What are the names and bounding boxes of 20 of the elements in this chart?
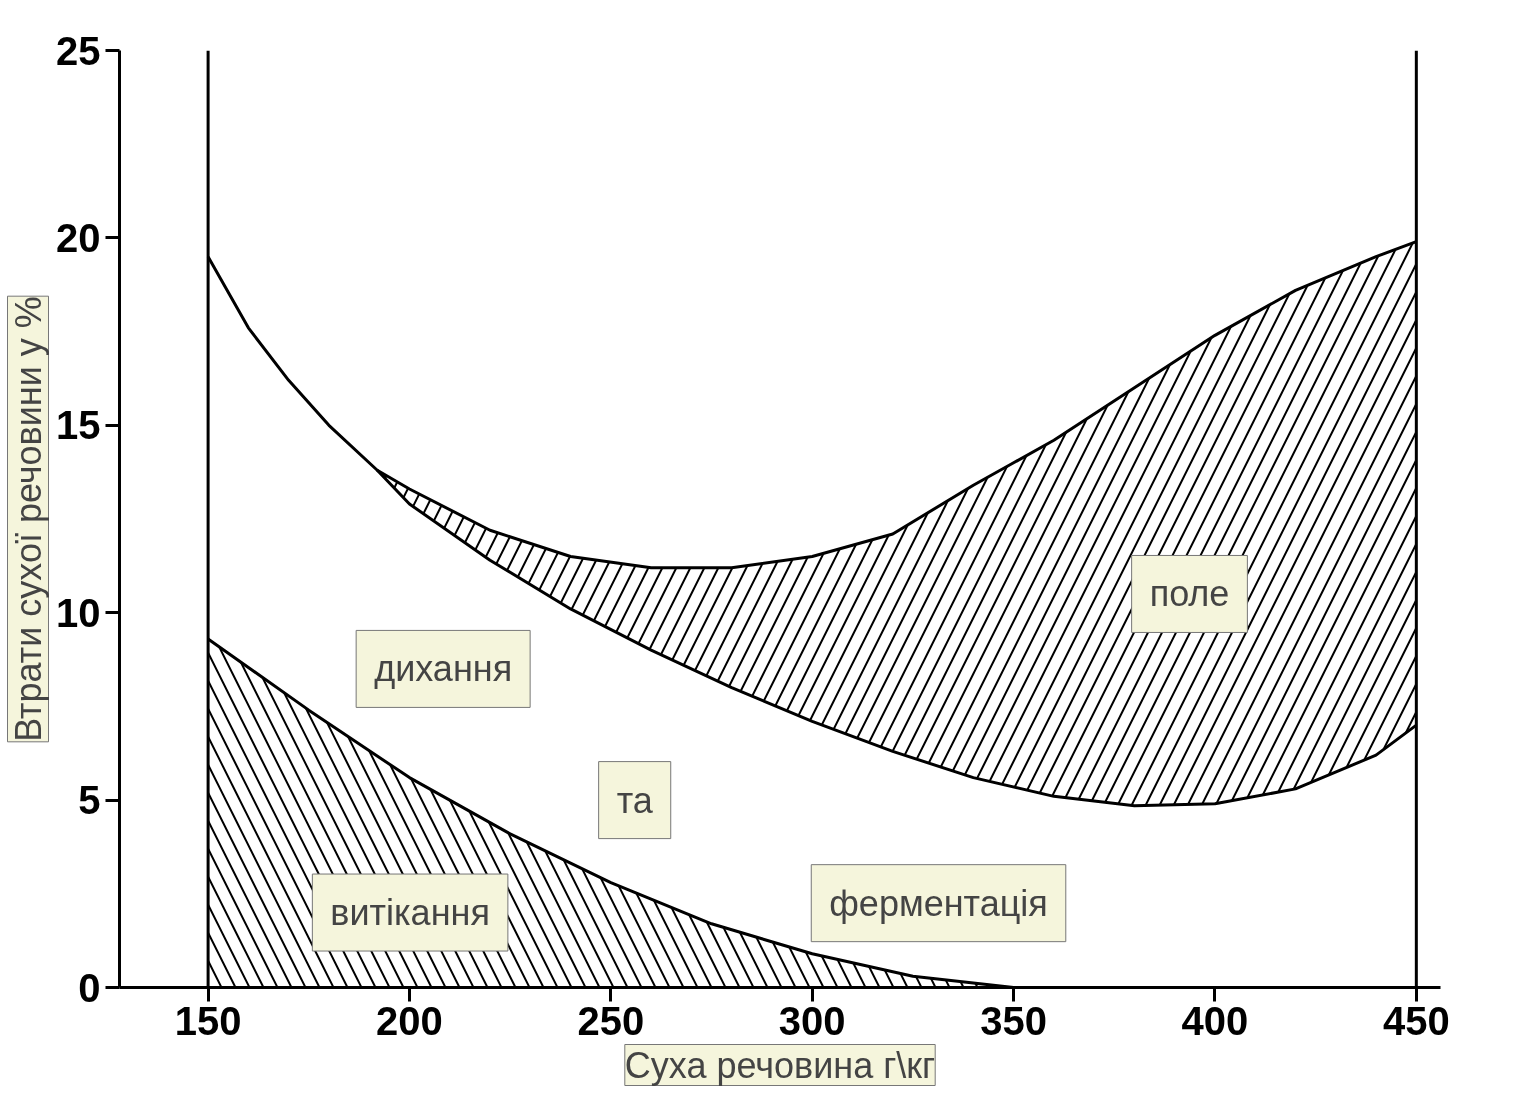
y-axis-title: Втрати сухої речовини у % (7, 296, 49, 742)
y-tick-label: 15 (56, 403, 101, 448)
x-axis-title: Суха речовина г\кг (624, 1044, 936, 1086)
annotation: поле (1149, 573, 1230, 615)
y-tick-label: 25 (56, 28, 101, 73)
y-tick-label: 20 (56, 215, 101, 260)
x-tick-label: 450 (1382, 998, 1450, 1043)
x-tick-label: 150 (174, 998, 242, 1043)
annotation: дихання (374, 648, 513, 690)
annotation: ферментація (829, 882, 1048, 924)
annotation: витікання (330, 892, 490, 934)
x-tick-label: 200 (376, 998, 443, 1043)
x-tick-label: 300 (778, 998, 846, 1043)
annotation: та (616, 779, 654, 821)
y-tick-label: 10 (56, 590, 101, 635)
y-tick-label: 5 (78, 778, 101, 823)
y-tick-label: 0 (78, 965, 101, 1010)
x-tick-label: 400 (1181, 998, 1249, 1043)
x-tick-label: 250 (577, 998, 645, 1043)
x-tick-label: 350 (980, 998, 1047, 1043)
